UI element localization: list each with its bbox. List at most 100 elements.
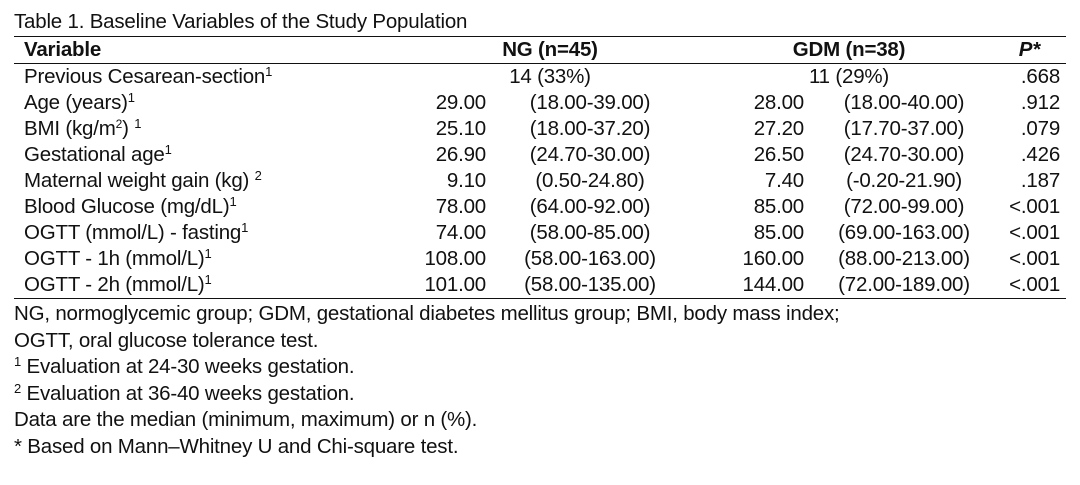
gdm-range: (24.70-30.00) bbox=[843, 143, 965, 166]
header-ng: NG (n=45) bbox=[406, 36, 695, 64]
footnote-mark: 1 bbox=[241, 220, 249, 235]
row-label: OGTT (mmol/L) - fasting1 bbox=[14, 220, 406, 246]
p-value: <.001 bbox=[1009, 195, 1061, 218]
footnote-mark: 1 bbox=[229, 194, 237, 209]
gdm-median: 27.20 bbox=[753, 117, 805, 140]
table-row: Blood Glucose (mg/dL)1 78.00 (64.00-92.0… bbox=[14, 194, 1066, 220]
row-label-text: OGTT (mmol/L) - fasting bbox=[24, 221, 242, 244]
ng-median: 74.00 bbox=[435, 221, 487, 244]
row-label: Age (years)1 bbox=[14, 90, 406, 116]
ng-median: 9.10 bbox=[446, 169, 486, 192]
table-row: Maternal weight gain (kg) 2 9.10 (0.50-2… bbox=[14, 168, 1066, 194]
p-value: .668 bbox=[1020, 65, 1061, 88]
table-caption: Table 1. Baseline Variables of the Study… bbox=[14, 10, 468, 33]
footnote-mark: 1 bbox=[204, 246, 212, 261]
footnote-mark: 1 bbox=[164, 142, 172, 157]
p-value: <.001 bbox=[1004, 272, 1067, 299]
gdm-median: 28.00 bbox=[753, 91, 805, 114]
baseline-variables-table: Variable NG (n=45) GDM (n=38) P* Previou… bbox=[14, 36, 1067, 299]
row-label-text: Previous Cesarean-section bbox=[24, 65, 266, 88]
table-row: Gestational age1 26.90 (24.70-30.00) 26.… bbox=[14, 142, 1066, 168]
row-label-text: Age (years) bbox=[24, 91, 128, 114]
ng-median: 29.00 bbox=[435, 91, 487, 114]
table-row: Age (years)1 29.00 (18.00-39.00) 28.00 (… bbox=[14, 90, 1066, 116]
gdm-median: 7.40 bbox=[764, 169, 805, 192]
footnote-2-text: Evaluation at 36-40 weeks gestation. bbox=[26, 381, 355, 405]
row-label-text: Maternal weight gain (kg) bbox=[24, 169, 250, 192]
footnote-mark: 1 bbox=[127, 90, 135, 105]
table-row: OGTT - 2h (mmol/L)1 101.00 (58.00-135.00… bbox=[14, 272, 1067, 299]
statistics-note: * Based on Mann–Whitney U and Chi-square… bbox=[14, 434, 459, 458]
gdm-count: 11 (29%) bbox=[808, 65, 890, 88]
row-label-text: OGTT - 1h (mmol/L) bbox=[24, 247, 205, 270]
ng-median: 108.00 bbox=[424, 247, 486, 270]
header-gdm: GDM (n=38) bbox=[694, 36, 1005, 64]
row-label-text: Blood Glucose (mg/dL) bbox=[24, 195, 230, 218]
row-label: Previous Cesarean-section1 bbox=[14, 64, 406, 91]
gdm-range: (72.00-99.00) bbox=[843, 195, 965, 218]
table-document: Table 1. Baseline Variables of the Study… bbox=[14, 8, 1067, 460]
table-row: BMI (kg/m2) 1 25.10 (18.00-37.20) 27.20 … bbox=[14, 116, 1066, 142]
footnote-mark: 1 bbox=[204, 272, 212, 287]
footnote-2: 2 Evaluation at 36-40 weeks gestation. bbox=[14, 381, 1066, 408]
abbreviations-note-1: NG, normoglycemic group; GDM, gestationa… bbox=[14, 302, 840, 325]
gdm-median: 160.00 bbox=[742, 247, 805, 270]
gdm-median: 26.50 bbox=[753, 143, 805, 166]
gdm-median: 85.00 bbox=[753, 195, 805, 218]
ng-range: (24.70-30.00) bbox=[529, 143, 651, 166]
footnote-1: 1 Evaluation at 24-30 weeks gestation. bbox=[14, 354, 1066, 381]
row-label-text: Gestational age bbox=[24, 143, 165, 166]
footnote-mark: 1 bbox=[265, 64, 273, 79]
gdm-range: (17.70-37.00) bbox=[843, 117, 965, 140]
gdm-range: (88.00-213.00) bbox=[838, 247, 970, 270]
p-value: .426 bbox=[1020, 143, 1061, 166]
ng-median: 26.90 bbox=[435, 143, 487, 166]
ng-range: (18.00-37.20) bbox=[529, 117, 651, 140]
abbreviations-note-2: OGTT, oral glucose tolerance test. bbox=[14, 328, 319, 352]
footnote-1-mark: 1 bbox=[14, 354, 22, 369]
ng-range: (58.00-163.00) bbox=[524, 247, 656, 270]
table-row: OGTT (mmol/L) - fasting1 74.00 (58.00-85… bbox=[14, 220, 1066, 246]
p-value: .912 bbox=[1020, 91, 1061, 114]
ng-range: (58.00-135.00) bbox=[486, 272, 695, 299]
gdm-median: 85.00 bbox=[753, 221, 805, 244]
row-label-text: BMI (kg/m bbox=[24, 117, 116, 140]
table-header-row: Variable NG (n=45) GDM (n=38) P* bbox=[14, 36, 1067, 64]
ng-median: 25.10 bbox=[435, 117, 487, 140]
ng-range: (18.00-39.00) bbox=[529, 91, 651, 114]
p-value: .187 bbox=[1020, 169, 1061, 192]
gdm-median: 144.00 bbox=[694, 272, 804, 299]
table-row: Previous Cesarean-section1 14 (33%) 11 (… bbox=[14, 64, 1066, 91]
row-label-text: OGTT - 2h (mmol/L) bbox=[24, 273, 205, 296]
row-label: Blood Glucose (mg/dL)1 bbox=[14, 194, 406, 220]
ng-median: 101.00 bbox=[406, 272, 486, 299]
header-variable: Variable bbox=[14, 36, 406, 64]
footnote-mark: 1 bbox=[134, 116, 142, 131]
gdm-range: (69.00-163.00) bbox=[838, 221, 970, 244]
p-value: <.001 bbox=[1009, 247, 1061, 270]
row-label: Maternal weight gain (kg) 2 bbox=[14, 168, 406, 194]
row-label: OGTT - 2h (mmol/L)1 bbox=[14, 272, 406, 299]
footnote-mark: 2 bbox=[254, 168, 262, 183]
table-notes: NG, normoglycemic group; GDM, gestationa… bbox=[14, 301, 1066, 460]
footnote-2-mark: 2 bbox=[14, 380, 22, 396]
unit-exponent: 2 bbox=[115, 117, 123, 131]
footnote-1-text: Evaluation at 24-30 weeks gestation. bbox=[26, 355, 355, 378]
ng-median: 78.00 bbox=[435, 195, 487, 218]
ng-range: (58.00-85.00) bbox=[529, 221, 651, 244]
ng-range: (64.00-92.00) bbox=[529, 195, 651, 218]
ng-range: (0.50-24.80) bbox=[535, 169, 645, 192]
gdm-range: (18.00-40.00) bbox=[843, 91, 965, 114]
header-p-value: P* bbox=[1004, 36, 1067, 64]
table-row: OGTT - 1h (mmol/L)1 108.00 (58.00-163.00… bbox=[14, 246, 1066, 272]
row-label: BMI (kg/m2) 1 bbox=[14, 116, 406, 142]
ng-count: 14 (33%) bbox=[509, 65, 591, 88]
row-label: Gestational age1 bbox=[14, 142, 406, 168]
row-label-text-end: ) bbox=[122, 117, 129, 140]
p-value: .079 bbox=[1020, 117, 1061, 140]
row-label: OGTT - 1h (mmol/L)1 bbox=[14, 246, 406, 272]
gdm-range: (-0.20-21.90) bbox=[846, 169, 962, 192]
p-value: <.001 bbox=[1009, 221, 1061, 244]
gdm-range: (72.00-189.00) bbox=[804, 272, 1005, 299]
data-format-note: Data are the median (minimum, maximum) o… bbox=[14, 408, 478, 431]
